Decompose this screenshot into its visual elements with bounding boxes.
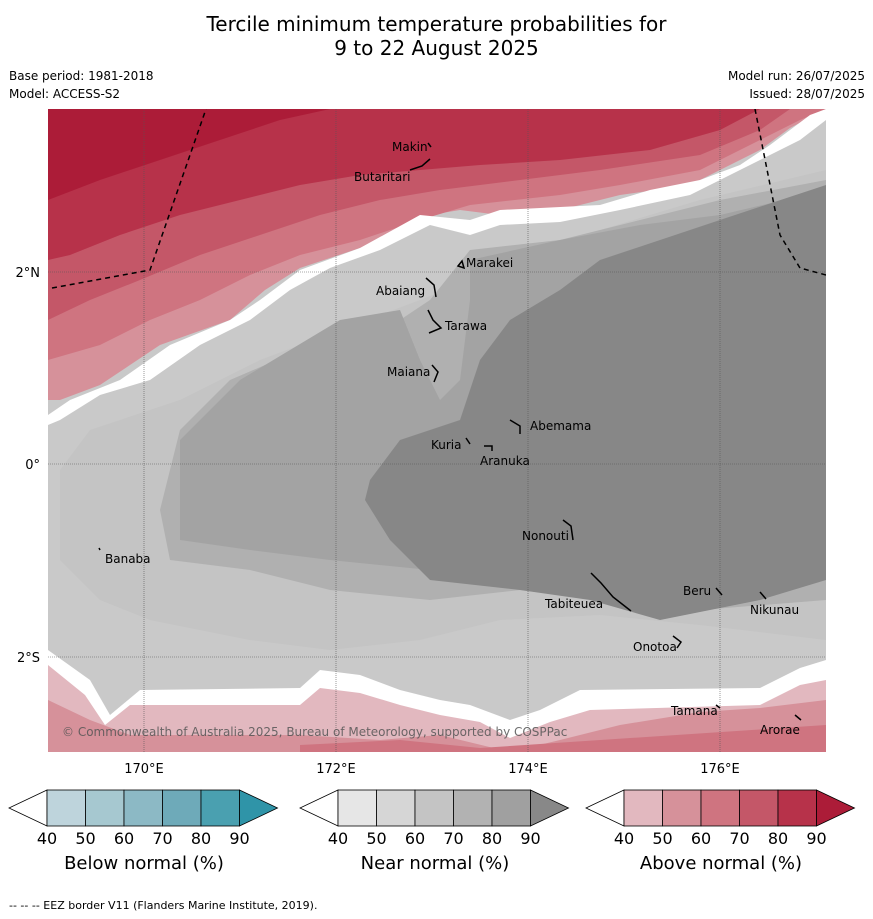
colorbar-tick-label: 60: [114, 829, 134, 848]
colorbar-swatch: [739, 789, 779, 827]
colorbar-tick-label: 50: [366, 829, 386, 848]
colorbar-extend-high: [239, 789, 279, 827]
base-period: Base period: 1981-2018: [9, 69, 154, 83]
eez-border-east: [754, 109, 826, 276]
lat-tick-label: 0°: [25, 458, 40, 473]
colorbar-tick-label: 90: [229, 829, 249, 848]
colorbar-swatch: [662, 789, 702, 827]
colorbar-tick-label: 50: [75, 829, 95, 848]
lon-tick-label: 172°E: [316, 762, 356, 777]
colorbar-tick-label: 80: [191, 829, 211, 848]
meta-right: Model run: 26/07/2025 Issued: 28/07/2025: [728, 67, 865, 103]
lat-tick-label: 2°N: [16, 266, 41, 281]
colorbar-tick-label: 90: [520, 829, 540, 848]
above-normal-60-south: [300, 725, 826, 752]
place-label: Kuria: [431, 438, 462, 452]
place-label: Tamana: [670, 704, 718, 718]
place-labels: Makin Butaritari Marakei Abaiang Tarawa …: [105, 140, 800, 737]
copyright-notice: © Commonwealth of Australia 2025, Bureau…: [62, 725, 567, 739]
colorbar-extend-low: [585, 789, 625, 827]
colorbar-tick-label: 60: [405, 829, 425, 848]
colorbar-swatch: [85, 789, 125, 827]
colorbar-swatch: [162, 789, 202, 827]
colorbar-extend-high: [816, 789, 856, 827]
eez-border-west: [51, 109, 207, 289]
model-name: Model: ACCESS-S2: [9, 87, 121, 101]
model-run: Model run: 26/07/2025: [727, 69, 865, 83]
colorbar-swatch: [414, 789, 454, 827]
place-label: Abemama: [530, 419, 591, 433]
colorbar-swatch: [700, 789, 740, 827]
colorbar-near: 40 50 60 70 80 90: [299, 789, 570, 848]
meta-left: Base period: 1981-2018 Model: ACCESS-S2: [9, 67, 154, 103]
colorbar-tick-label: 50: [652, 829, 672, 848]
colorbar-tick-label: 40: [614, 829, 634, 848]
title-line-2: 9 to 22 August 2025: [334, 36, 539, 60]
colorbar-label-near: Near normal (%): [360, 853, 510, 874]
colorbar-label-above: Above normal (%): [639, 853, 803, 874]
place-label: Abaiang: [376, 284, 425, 298]
island-outlines: [98, 142, 802, 721]
place-label: Onotoa: [633, 640, 677, 654]
colorbar-tick-label: 70: [443, 829, 463, 848]
place-label: Tarawa: [444, 319, 487, 333]
colorbar-swatch: [46, 789, 86, 827]
place-label: Arorae: [760, 723, 800, 737]
probability-map: Makin Butaritari Marakei Abaiang Tarawa …: [48, 109, 826, 752]
place-label: Makin: [392, 140, 428, 154]
colorbar-below: 40 50 60 70 80 90: [8, 789, 279, 848]
colorbar-label-below: Below normal (%): [64, 853, 224, 874]
colorbar-swatch: [337, 789, 377, 827]
colorbar-tick-label: 70: [729, 829, 749, 848]
place-label: Tabiteuea: [544, 597, 603, 611]
colorbar-tick-label: 40: [328, 829, 348, 848]
colorbar-extend-high: [530, 789, 570, 827]
colorbars: 40 50 60 70 80 90 40 50 60 70 80 90 40 50 60 70 80 90: [8, 789, 856, 848]
colorbar-tick-label: 70: [152, 829, 172, 848]
colorbar-tick-label: 80: [482, 829, 502, 848]
colorbar-extend-low: [299, 789, 339, 827]
colorbar-swatch: [123, 789, 163, 827]
colorbar-swatch: [453, 789, 493, 827]
near-normal-80-area: [365, 185, 826, 620]
colorbar-swatch: [376, 789, 416, 827]
lat-tick-label: 2°S: [17, 651, 40, 666]
colorbar-swatch: [623, 789, 663, 827]
place-label: Nonouti: [522, 529, 569, 543]
above-normal-90-area: [48, 109, 330, 200]
colorbar-above: 40 50 60 70 80 90: [585, 789, 856, 848]
colorbar-extend-low: [8, 789, 48, 827]
place-label: Aranuka: [480, 454, 530, 468]
above-normal-80-area: [48, 109, 760, 260]
place-label: Marakei: [466, 256, 513, 270]
colorbar-swatch: [491, 789, 531, 827]
colorbar-tick-label: 80: [768, 829, 788, 848]
lon-tick-label: 170°E: [124, 762, 164, 777]
place-label: Nikunau: [750, 603, 799, 617]
issued-date: Issued: 28/07/2025: [749, 87, 865, 101]
eez-footnote: -- -- -- EEZ border V11 (Flanders Marine…: [9, 899, 318, 912]
colorbar-swatch: [200, 789, 240, 827]
lon-tick-label: 176°E: [700, 762, 740, 777]
colorbar-tick-label: 60: [691, 829, 711, 848]
colorbar-tick-label: 90: [806, 829, 826, 848]
colorbar-tick-label: 40: [37, 829, 57, 848]
lon-tick-label: 174°E: [508, 762, 548, 777]
colorbar-swatch: [777, 789, 817, 827]
map-title: Tercile minimum temperature probabilitie…: [0, 12, 873, 60]
latitude-ticks: 2°N 0° 2°S: [16, 266, 41, 666]
place-label: Butaritari: [354, 170, 411, 184]
place-label: Banaba: [105, 552, 151, 566]
longitude-ticks: 170°E 172°E 174°E 176°E: [124, 762, 740, 777]
place-label: Maiana: [387, 365, 430, 379]
title-line-1: Tercile minimum temperature probabilitie…: [206, 12, 667, 36]
place-label: Beru: [683, 584, 711, 598]
